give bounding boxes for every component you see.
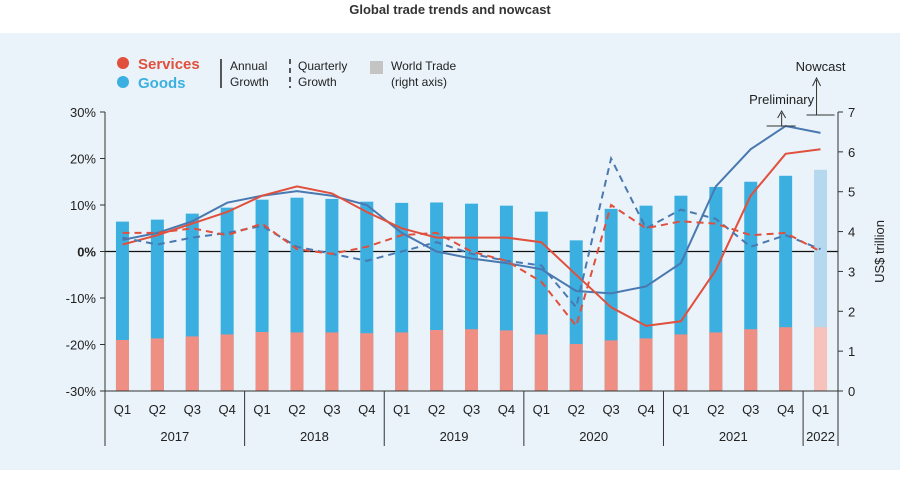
services-bar: [360, 333, 374, 391]
x-tick-label: Q1: [393, 402, 410, 417]
services-legend-label: Services: [138, 56, 200, 73]
x-tick-label: Q4: [358, 402, 375, 417]
services-bar: [744, 329, 758, 391]
left-axis-tick-label: -20%: [66, 338, 97, 353]
x-tick-label: Q2: [707, 402, 724, 417]
year-label: 2018: [300, 429, 329, 444]
world-trade-legend-label: (right axis): [391, 75, 447, 89]
x-tick-label: Q2: [568, 402, 585, 417]
preliminary-annotation: Preliminary: [749, 92, 815, 107]
right-axis-tick-label: 5: [848, 185, 855, 200]
right-axis-label: US$ trillion: [872, 220, 887, 283]
x-tick-label: Q2: [288, 402, 305, 417]
x-tick-label: Q2: [149, 402, 166, 417]
right-axis-tick-label: 0: [848, 384, 855, 399]
x-tick-label: Q4: [218, 402, 235, 417]
services-legend-swatch: [117, 57, 129, 69]
annual-growth-legend-label: Annual: [230, 59, 267, 73]
x-tick-label: Q3: [602, 402, 619, 417]
x-tick-label: Q4: [777, 402, 794, 417]
left-axis-tick-label: 0%: [77, 245, 96, 260]
nowcast-annotation: Nowcast: [796, 59, 846, 74]
x-tick-label: Q2: [428, 402, 445, 417]
services-bar: [290, 332, 304, 391]
services-bar: [430, 330, 444, 391]
services-bar: [499, 330, 513, 391]
services-bar: [465, 329, 478, 391]
services-bar: [569, 343, 583, 391]
services-bar: [674, 334, 688, 391]
right-axis-tick-label: 2: [848, 304, 855, 319]
x-tick-label: Q1: [114, 402, 131, 417]
x-tick-label: Q1: [253, 402, 270, 417]
goods-legend-swatch: [117, 76, 129, 88]
x-tick-label: Q1: [533, 402, 550, 417]
x-tick-label: Q3: [742, 402, 759, 417]
world-trade-legend-label: World Trade: [391, 59, 456, 73]
right-axis-tick-label: 1: [848, 344, 855, 359]
year-label: 2022: [806, 429, 835, 444]
left-axis-tick-label: -30%: [66, 384, 97, 399]
services-bar: [325, 332, 339, 391]
year-label: 2019: [440, 429, 469, 444]
right-axis-tick-label: 7: [848, 105, 855, 120]
quarterly-growth-legend-label: Growth: [298, 75, 337, 89]
x-tick-label: Q3: [323, 402, 340, 417]
services-bar: [220, 334, 234, 391]
services-annual-growth-line: [122, 148, 821, 327]
goods-quarterly-growth-line: [122, 155, 821, 310]
right-axis-tick-label: 3: [848, 264, 855, 279]
preliminary-arrow-head: [777, 109, 787, 119]
services-bar: [639, 338, 653, 391]
x-tick-label: Q1: [812, 402, 829, 417]
year-label: 2020: [579, 429, 608, 444]
x-tick-label: Q3: [184, 402, 201, 417]
left-axis-tick-label: 20%: [70, 152, 96, 167]
year-label: 2017: [160, 429, 189, 444]
x-tick-label: Q1: [672, 402, 689, 417]
services-bar: [814, 327, 828, 391]
left-axis-tick-label: 30%: [70, 105, 96, 120]
services-bar: [150, 338, 164, 391]
nowcast-arrow-head: [812, 76, 821, 87]
x-tick-label: Q4: [498, 402, 515, 417]
goods-legend-label: Goods: [138, 75, 186, 92]
services-bar: [255, 332, 269, 391]
services-bar: [779, 327, 793, 391]
services-bar: [709, 332, 723, 391]
services-bar: [115, 339, 129, 391]
services-bar: [534, 334, 548, 391]
services-bar: [395, 332, 409, 391]
world-trade-legend-swatch: [370, 61, 383, 74]
goods-annual-growth-line: [122, 124, 821, 295]
services-bar: [604, 340, 618, 391]
x-tick-label: Q3: [463, 402, 480, 417]
x-tick-label: Q4: [637, 402, 654, 417]
chart-title: Global trade trends and nowcast: [349, 2, 551, 17]
right-axis-tick-label: 4: [848, 225, 855, 240]
services-bar: [185, 336, 199, 391]
year-label: 2021: [719, 429, 748, 444]
left-axis-tick-label: 10%: [70, 198, 96, 213]
annual-growth-legend-label: Growth: [230, 75, 269, 89]
right-axis-tick-label: 6: [848, 145, 855, 160]
left-axis-tick-label: -10%: [66, 291, 97, 306]
quarterly-growth-legend-label: Quarterly: [298, 59, 347, 73]
